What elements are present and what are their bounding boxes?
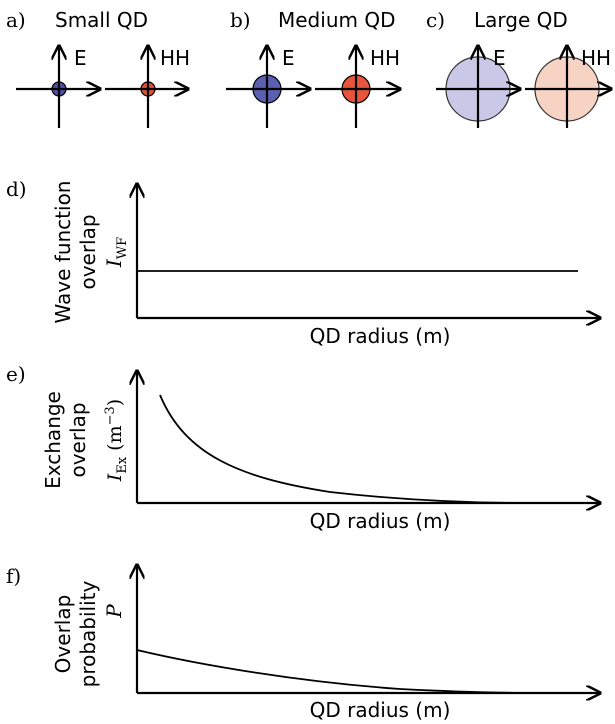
panel-b-title: Medium QD (278, 8, 395, 32)
panel-b-hole-label: HH (370, 46, 400, 70)
panel-c-electron-label: E (493, 46, 506, 70)
graph-f-xlabel: QD radius (m) (310, 698, 451, 722)
panel-a-electron-axes: E (16, 46, 100, 128)
panel-a-electron-label: E (74, 46, 87, 70)
panel-c-title: Large QD (474, 8, 568, 32)
panel-a-hole-label: HH (160, 46, 190, 70)
graph-e-ylabel-line1: Exchange (41, 391, 65, 489)
panel-b-electron-label: E (282, 46, 295, 70)
graph-d-ylabel-line1: Wave function (51, 181, 75, 324)
panel-b: b) Medium QD E HH (226, 8, 400, 128)
panel-a-letter: a) (6, 8, 26, 32)
graph-d-ylabel-symbol: IWF (102, 237, 130, 268)
panel-b-hole-axes: HH (315, 46, 400, 128)
panel-b-electron-axes: E (226, 46, 310, 128)
graph-e-letter: e) (6, 362, 26, 386)
graph-f-ylabel-symbol: P (102, 604, 126, 619)
panel-a: a) Small QD E HH (6, 8, 190, 128)
panel-c-hole-label: HH (581, 46, 611, 70)
panel-c: c) Large QD E HH (426, 8, 611, 128)
graph-e-xlabel: QD radius (m) (310, 509, 451, 533)
graph-f-ylabel-line1: Overlap (51, 595, 75, 674)
graph-e-curve (159, 394, 531, 504)
graph-e: e) Exchange overlap IEx(m−3) QD radius (… (6, 362, 600, 533)
panel-b-letter: b) (230, 8, 251, 32)
graph-f-curve (136, 649, 541, 694)
panel-c-electron-axes: E (436, 46, 520, 128)
panel-c-letter: c) (426, 8, 445, 32)
graph-f-letter: f) (6, 564, 21, 588)
graph-d-letter: d) (6, 177, 27, 201)
graph-d-ylabel-line2: overlap (76, 214, 100, 289)
graph-d-xlabel: QD radius (m) (310, 324, 451, 348)
panel-c-hole-axes: HH (525, 46, 611, 128)
graph-f-ylabel-line2: probability (76, 580, 100, 687)
graph-e-ylabel-symbol: IEx(m−3) (103, 399, 130, 482)
panel-a-hole-axes: HH (105, 46, 190, 128)
graph-d: d) Wave function overlap IWF QD radius (… (6, 177, 600, 348)
graph-f: f) Overlap probability P QD radius (m) (6, 564, 600, 722)
panel-a-title: Small QD (55, 8, 148, 32)
graph-e-ylabel-line2: overlap (66, 402, 90, 477)
